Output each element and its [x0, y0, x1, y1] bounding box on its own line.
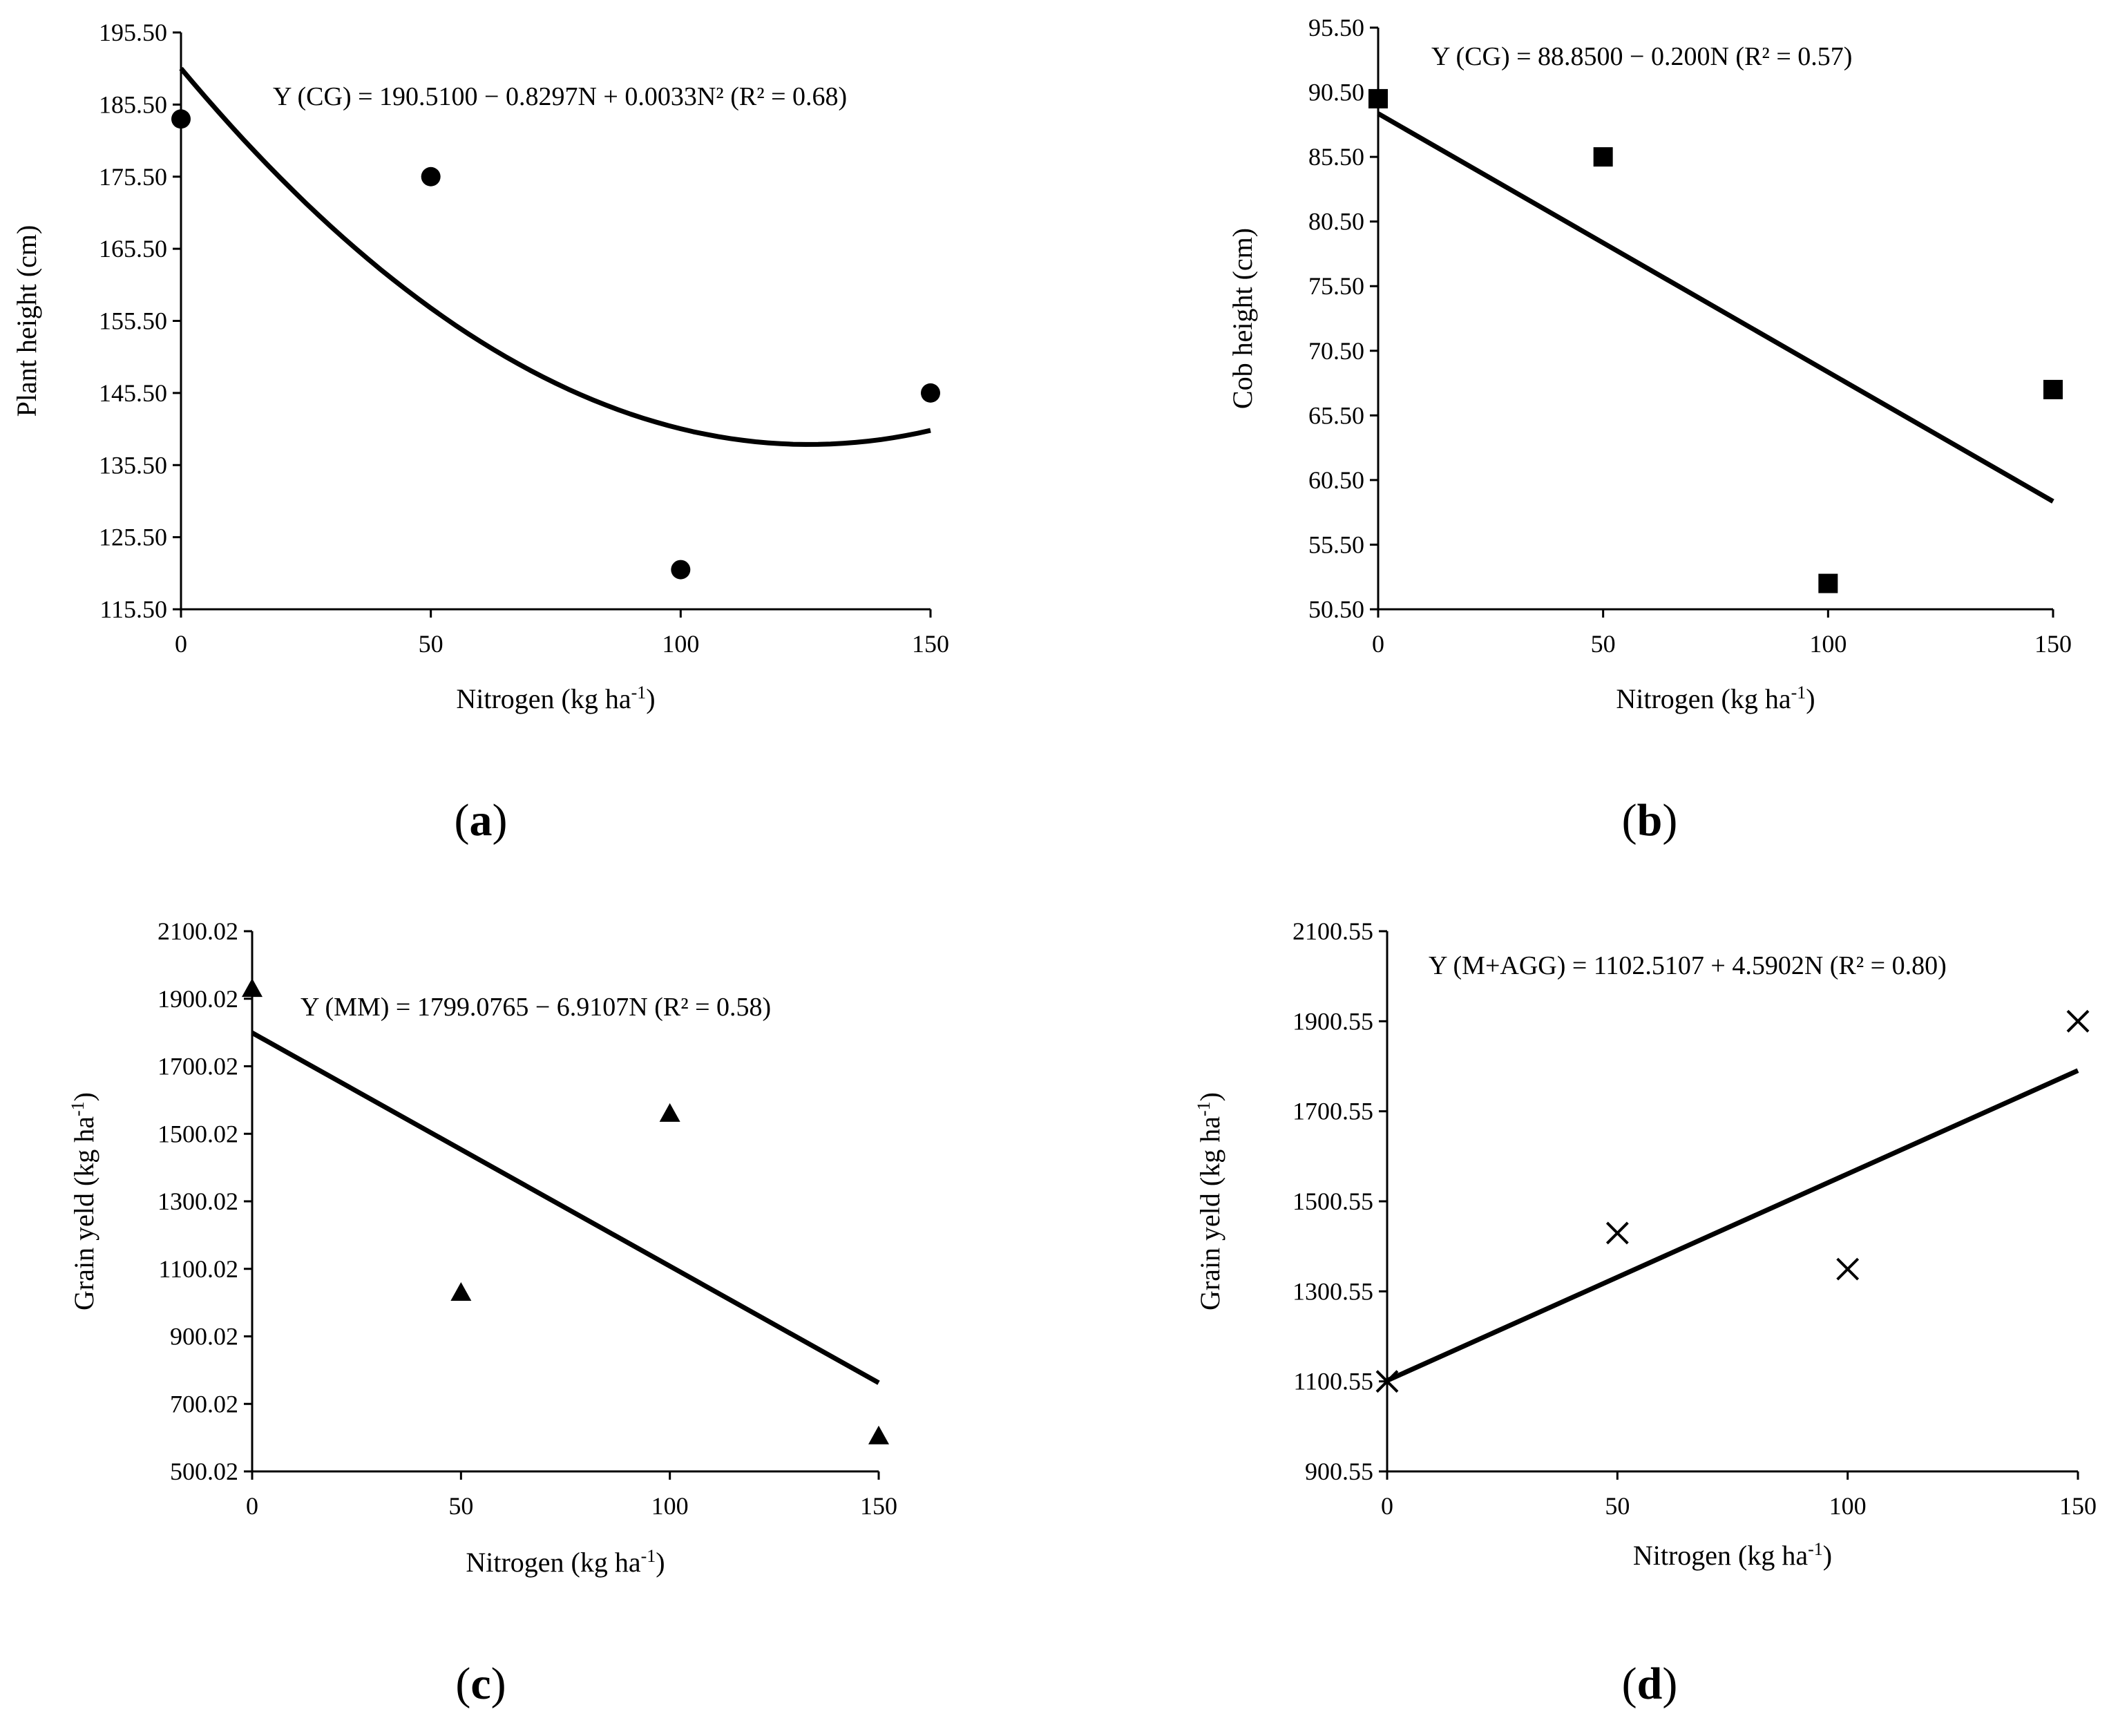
x-tick-label: 50 — [419, 630, 443, 658]
y-tick-label: 70.50 — [1308, 337, 1364, 365]
y-tick-label: 1700.02 — [158, 1053, 238, 1080]
y-tick-label: 2100.02 — [158, 917, 238, 945]
x-tick-label: 0 — [246, 1492, 258, 1520]
data-point — [171, 109, 191, 129]
y-tick-label: 1100.55 — [1293, 1368, 1373, 1395]
y-axis-label: Cob height (cm) — [1227, 228, 1258, 409]
y-tick-label: 700.02 — [170, 1390, 238, 1418]
chart-b: 50.50 55.50 60.50 65.50 70.50 75.50 80.50 85.50… — [1227, 14, 2072, 714]
regression-equation: Y (M+AGG) = 1102.5107 + 4.5902N (R² = 0.… — [1429, 951, 1947, 980]
y-tick-label: 1300.02 — [158, 1187, 238, 1215]
trend-line — [179, 66, 931, 447]
data-point — [242, 978, 263, 998]
y-tick-label: 80.50 — [1308, 208, 1364, 236]
y-tick-label: 175.50 — [99, 163, 167, 191]
regression-equation: Y (CG) = 88.8500 − 0.200N (R² = 0.57) — [1431, 42, 1852, 71]
data-point — [1836, 1257, 1860, 1281]
x-tick-label: 150 — [2034, 630, 2072, 658]
data-point — [2043, 379, 2063, 399]
x-tick-label: 100 — [1809, 630, 1847, 658]
y-tick-label: 145.50 — [99, 379, 167, 407]
x-tick-label: 150 — [912, 630, 949, 658]
x-tick-label: 100 — [662, 630, 699, 658]
y-tick-label: 1300.55 — [1292, 1277, 1373, 1305]
data-point — [1593, 147, 1613, 167]
panel-label-d: (d) — [1621, 1659, 1678, 1709]
y-tick-label: 2100.55 — [1292, 917, 1373, 945]
y-tick-label: 900.55 — [1305, 1458, 1373, 1485]
y-tick-label: 50.50 — [1308, 595, 1364, 623]
x-tick-label: 150 — [860, 1492, 897, 1520]
y-axis-label: Grain yeld (kg ha-1) — [1194, 1092, 1226, 1310]
y-tick-label: 95.50 — [1308, 14, 1364, 41]
y-tick-label: 125.50 — [99, 524, 167, 551]
chart-d: 900.55 1100.55 1300.55 1500.55 1700.55 1900.5… — [1194, 917, 2097, 1571]
x-axis-label: Nitrogen (kg ha-1) — [1633, 1539, 1832, 1572]
trend-line — [251, 1031, 880, 1385]
data-point — [421, 166, 441, 187]
y-tick-label: 55.50 — [1308, 531, 1364, 558]
y-axis-label: Plant height (cm) — [11, 225, 42, 417]
x-tick-label: 50 — [1591, 630, 1616, 658]
x-tick-label: 50 — [1605, 1492, 1630, 1520]
regression-equation: Y (CG) = 190.5100 − 0.8297N + 0.0033N² (… — [273, 82, 847, 111]
y-tick-label: 1900.55 — [1292, 1007, 1373, 1035]
data-point — [2066, 1009, 2090, 1033]
panel-label-c: (c) — [455, 1659, 506, 1709]
data-point — [921, 383, 940, 403]
data-point — [659, 1103, 680, 1122]
y-tick-label: 165.50 — [99, 235, 167, 263]
x-tick-label: 0 — [1381, 1492, 1393, 1520]
y-tick-label: 1900.02 — [158, 985, 238, 1013]
x-tick-label: 0 — [1372, 630, 1384, 658]
y-axis-label: Grain yeld (kg ha-1) — [68, 1092, 100, 1310]
panel-label-a: (a) — [454, 795, 508, 846]
y-tick-label: 135.50 — [99, 451, 167, 479]
data-point — [1818, 573, 1838, 593]
x-axis-label: Nitrogen (kg ha-1) — [456, 683, 655, 715]
y-tick-label: 75.50 — [1308, 272, 1364, 300]
y-tick-label: 195.50 — [99, 19, 167, 46]
y-tick-label: 155.50 — [99, 307, 167, 335]
x-tick-label: 0 — [175, 630, 187, 658]
y-tick-label: 500.02 — [170, 1458, 238, 1485]
chart-c: 500.02 700.02 900.02 1100.02 1300.02 1500.02 1… — [68, 917, 898, 1578]
data-point — [1375, 1370, 1399, 1393]
x-tick-label: 100 — [1829, 1492, 1867, 1520]
x-axis-label: Nitrogen (kg ha-1) — [1616, 683, 1815, 715]
data-point — [450, 1281, 472, 1301]
y-tick-label: 85.50 — [1308, 143, 1364, 171]
chart-a: 115.50 125.50 135.50 145.50 155.50 165.50 175.… — [11, 19, 949, 714]
y-tick-label: 900.02 — [170, 1323, 238, 1351]
trend-line — [1377, 111, 2054, 504]
x-tick-label: 100 — [651, 1492, 689, 1520]
regression-equation: Y (MM) = 1799.0765 − 6.9107N (R² = 0.58) — [300, 993, 771, 1022]
y-tick-label: 65.50 — [1308, 401, 1364, 429]
data-point — [671, 560, 691, 580]
y-tick-label: 1700.55 — [1292, 1098, 1373, 1125]
y-tick-label: 1500.55 — [1292, 1187, 1373, 1215]
x-tick-label: 150 — [2059, 1492, 2097, 1520]
x-tick-label: 50 — [448, 1492, 473, 1520]
panel-label-b: (b) — [1621, 795, 1678, 846]
y-tick-label: 185.50 — [99, 90, 167, 118]
x-axis-label: Nitrogen (kg ha-1) — [466, 1546, 665, 1578]
trend-line — [1386, 1068, 2079, 1383]
y-tick-label: 1500.02 — [158, 1120, 238, 1147]
y-tick-label: 1100.02 — [158, 1255, 238, 1283]
y-tick-label: 115.50 — [99, 595, 167, 623]
data-point — [1368, 88, 1388, 108]
y-tick-label: 60.50 — [1308, 466, 1364, 494]
data-point — [1605, 1221, 1629, 1245]
data-point — [868, 1425, 889, 1444]
y-tick-label: 90.50 — [1308, 79, 1364, 106]
